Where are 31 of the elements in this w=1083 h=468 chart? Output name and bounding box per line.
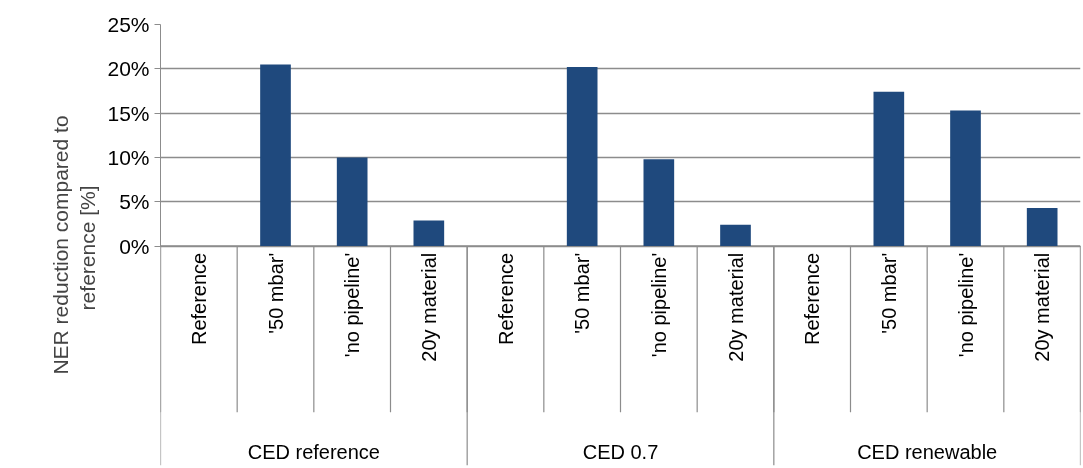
y-tick-label: 25% (107, 13, 150, 36)
x-tick-label: '50 mbar' (571, 252, 594, 334)
bar (950, 110, 981, 247)
bar (413, 220, 445, 247)
x-tick-label: Reference (494, 252, 517, 346)
text: CED 0.7 (582, 441, 659, 464)
x-tick-label: 'no pipeline' (954, 252, 977, 358)
x-tick-label: 20y material (1031, 252, 1054, 362)
bar (643, 159, 675, 247)
bar (260, 64, 291, 247)
x-tick-label: 'no pipeline' (341, 252, 364, 358)
bar (720, 224, 751, 247)
bar (566, 67, 598, 247)
y-tick-label: 5% (119, 190, 150, 214)
text: CED reference (247, 441, 380, 464)
x-tick-label: Reference (801, 252, 824, 346)
bar (873, 91, 905, 247)
y-tick-label: 20% (107, 57, 150, 81)
y-tick-label: 10% (107, 145, 150, 169)
text: CED renewable (857, 441, 998, 464)
y-tick-label: 0% (119, 234, 150, 258)
y-tick-label: 15% (107, 101, 150, 125)
x-tick-label: 20y material (417, 252, 440, 362)
bar (336, 157, 368, 247)
x-tick-label: 'no pipeline' (647, 252, 670, 358)
x-tick-label: '50 mbar' (264, 252, 287, 334)
bar (1026, 207, 1058, 247)
x-tick-label: 20y material (724, 252, 747, 362)
x-tick-label: Reference (187, 252, 210, 346)
y-axis-title: NER reduction compared to reference [%] (48, 115, 100, 375)
x-tick-label: '50 mbar' (877, 252, 900, 334)
